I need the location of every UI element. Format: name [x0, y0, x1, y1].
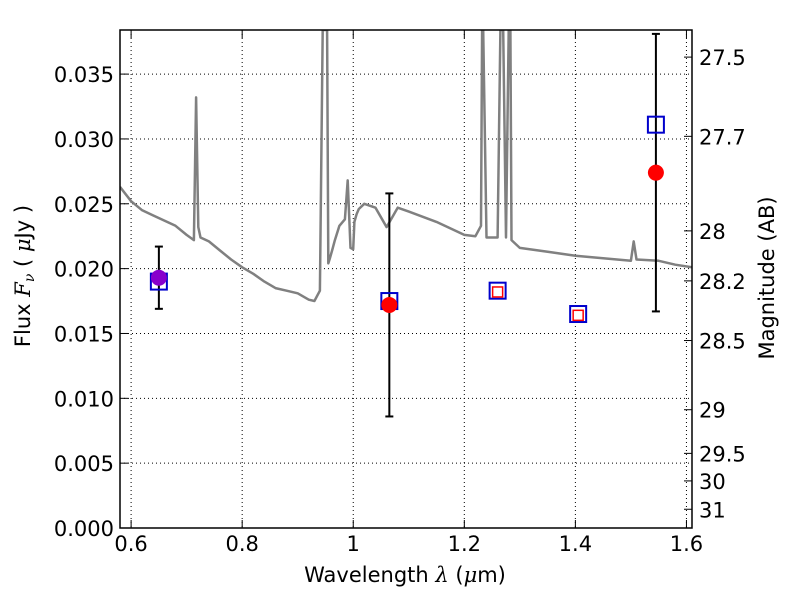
model-spectrum-line	[120, 30, 692, 303]
y2-tick-label: 29	[699, 399, 726, 423]
y2-tick-label: 29.5	[699, 442, 746, 466]
x-axis-label-lambda: λ	[434, 563, 448, 587]
grid	[120, 30, 692, 529]
y2-tick-label: 28	[699, 220, 726, 244]
y-tick-label: 0.015	[54, 322, 114, 346]
upper-limit-marker	[491, 286, 504, 298]
y2-tick-label: 28.2	[699, 270, 746, 294]
y-tick-label: 0.030	[54, 128, 114, 152]
synthetic-flux-square	[646, 115, 665, 134]
y-tick-label: 0.000	[54, 517, 114, 541]
y2-tick-label: 27.7	[699, 125, 746, 149]
y-tick-label: 0.035	[54, 63, 114, 87]
y-axis-label-unit: Jy )	[11, 205, 35, 241]
synthetic-flux-square	[569, 305, 588, 324]
x-axis-label-unit: m)	[477, 563, 506, 587]
y-axis-label-paren: (	[11, 252, 35, 274]
y-tick-label: 0.025	[54, 193, 114, 217]
y-axis-label-text: Flux	[11, 297, 35, 347]
y2-tick-label: 31	[699, 498, 726, 522]
observed-flux-point	[647, 164, 664, 181]
x-axis-label-text: Wavelength	[304, 563, 435, 587]
x-tick-label: 1.4	[559, 532, 592, 556]
plot-frame	[119, 29, 693, 529]
photometry-layer	[149, 32, 665, 418]
x-axis-label-paren: (	[449, 563, 464, 587]
y-axis-label-mu: μ	[11, 238, 35, 252]
synthetic-flux-square	[488, 281, 507, 300]
x-tick-label: 0.6	[114, 532, 147, 556]
x-axis-label: Wavelength λ (μm)	[304, 563, 506, 587]
x-tick-label: 1	[347, 532, 360, 556]
x-tick-label: 1.2	[448, 532, 481, 556]
y-axis-label: Flux Fν ( μJy )	[11, 205, 38, 347]
y-axis-label-nu: ν	[22, 273, 38, 282]
observed-flux-point	[381, 296, 398, 313]
observed-flux-point	[150, 269, 167, 286]
y-tick-label: 0.010	[54, 387, 114, 411]
model-spectrum-layer	[120, 30, 692, 303]
y-tick-label: 0.005	[54, 452, 114, 476]
upper-limit-marker	[572, 309, 584, 322]
axis-ticks: 0.6 0.8 1 1.2 1.4 1.6 0.000 0.005 0.010 0.015 0.02…	[54, 30, 746, 556]
y-axis-label-f: F	[11, 281, 35, 298]
axes-frame	[119, 29, 693, 529]
x-tick-label: 1.6	[670, 532, 703, 556]
y2-tick-label: 27.5	[699, 46, 746, 70]
y2-axis-label: Magnitude (AB)	[755, 196, 779, 359]
x-tick-label: 0.8	[225, 532, 258, 556]
y2-tick-label: 30	[699, 470, 726, 494]
x-axis-label-mu: μ	[464, 563, 478, 587]
y-tick-label: 0.020	[54, 258, 114, 282]
y2-tick-label: 28.5	[699, 330, 746, 354]
